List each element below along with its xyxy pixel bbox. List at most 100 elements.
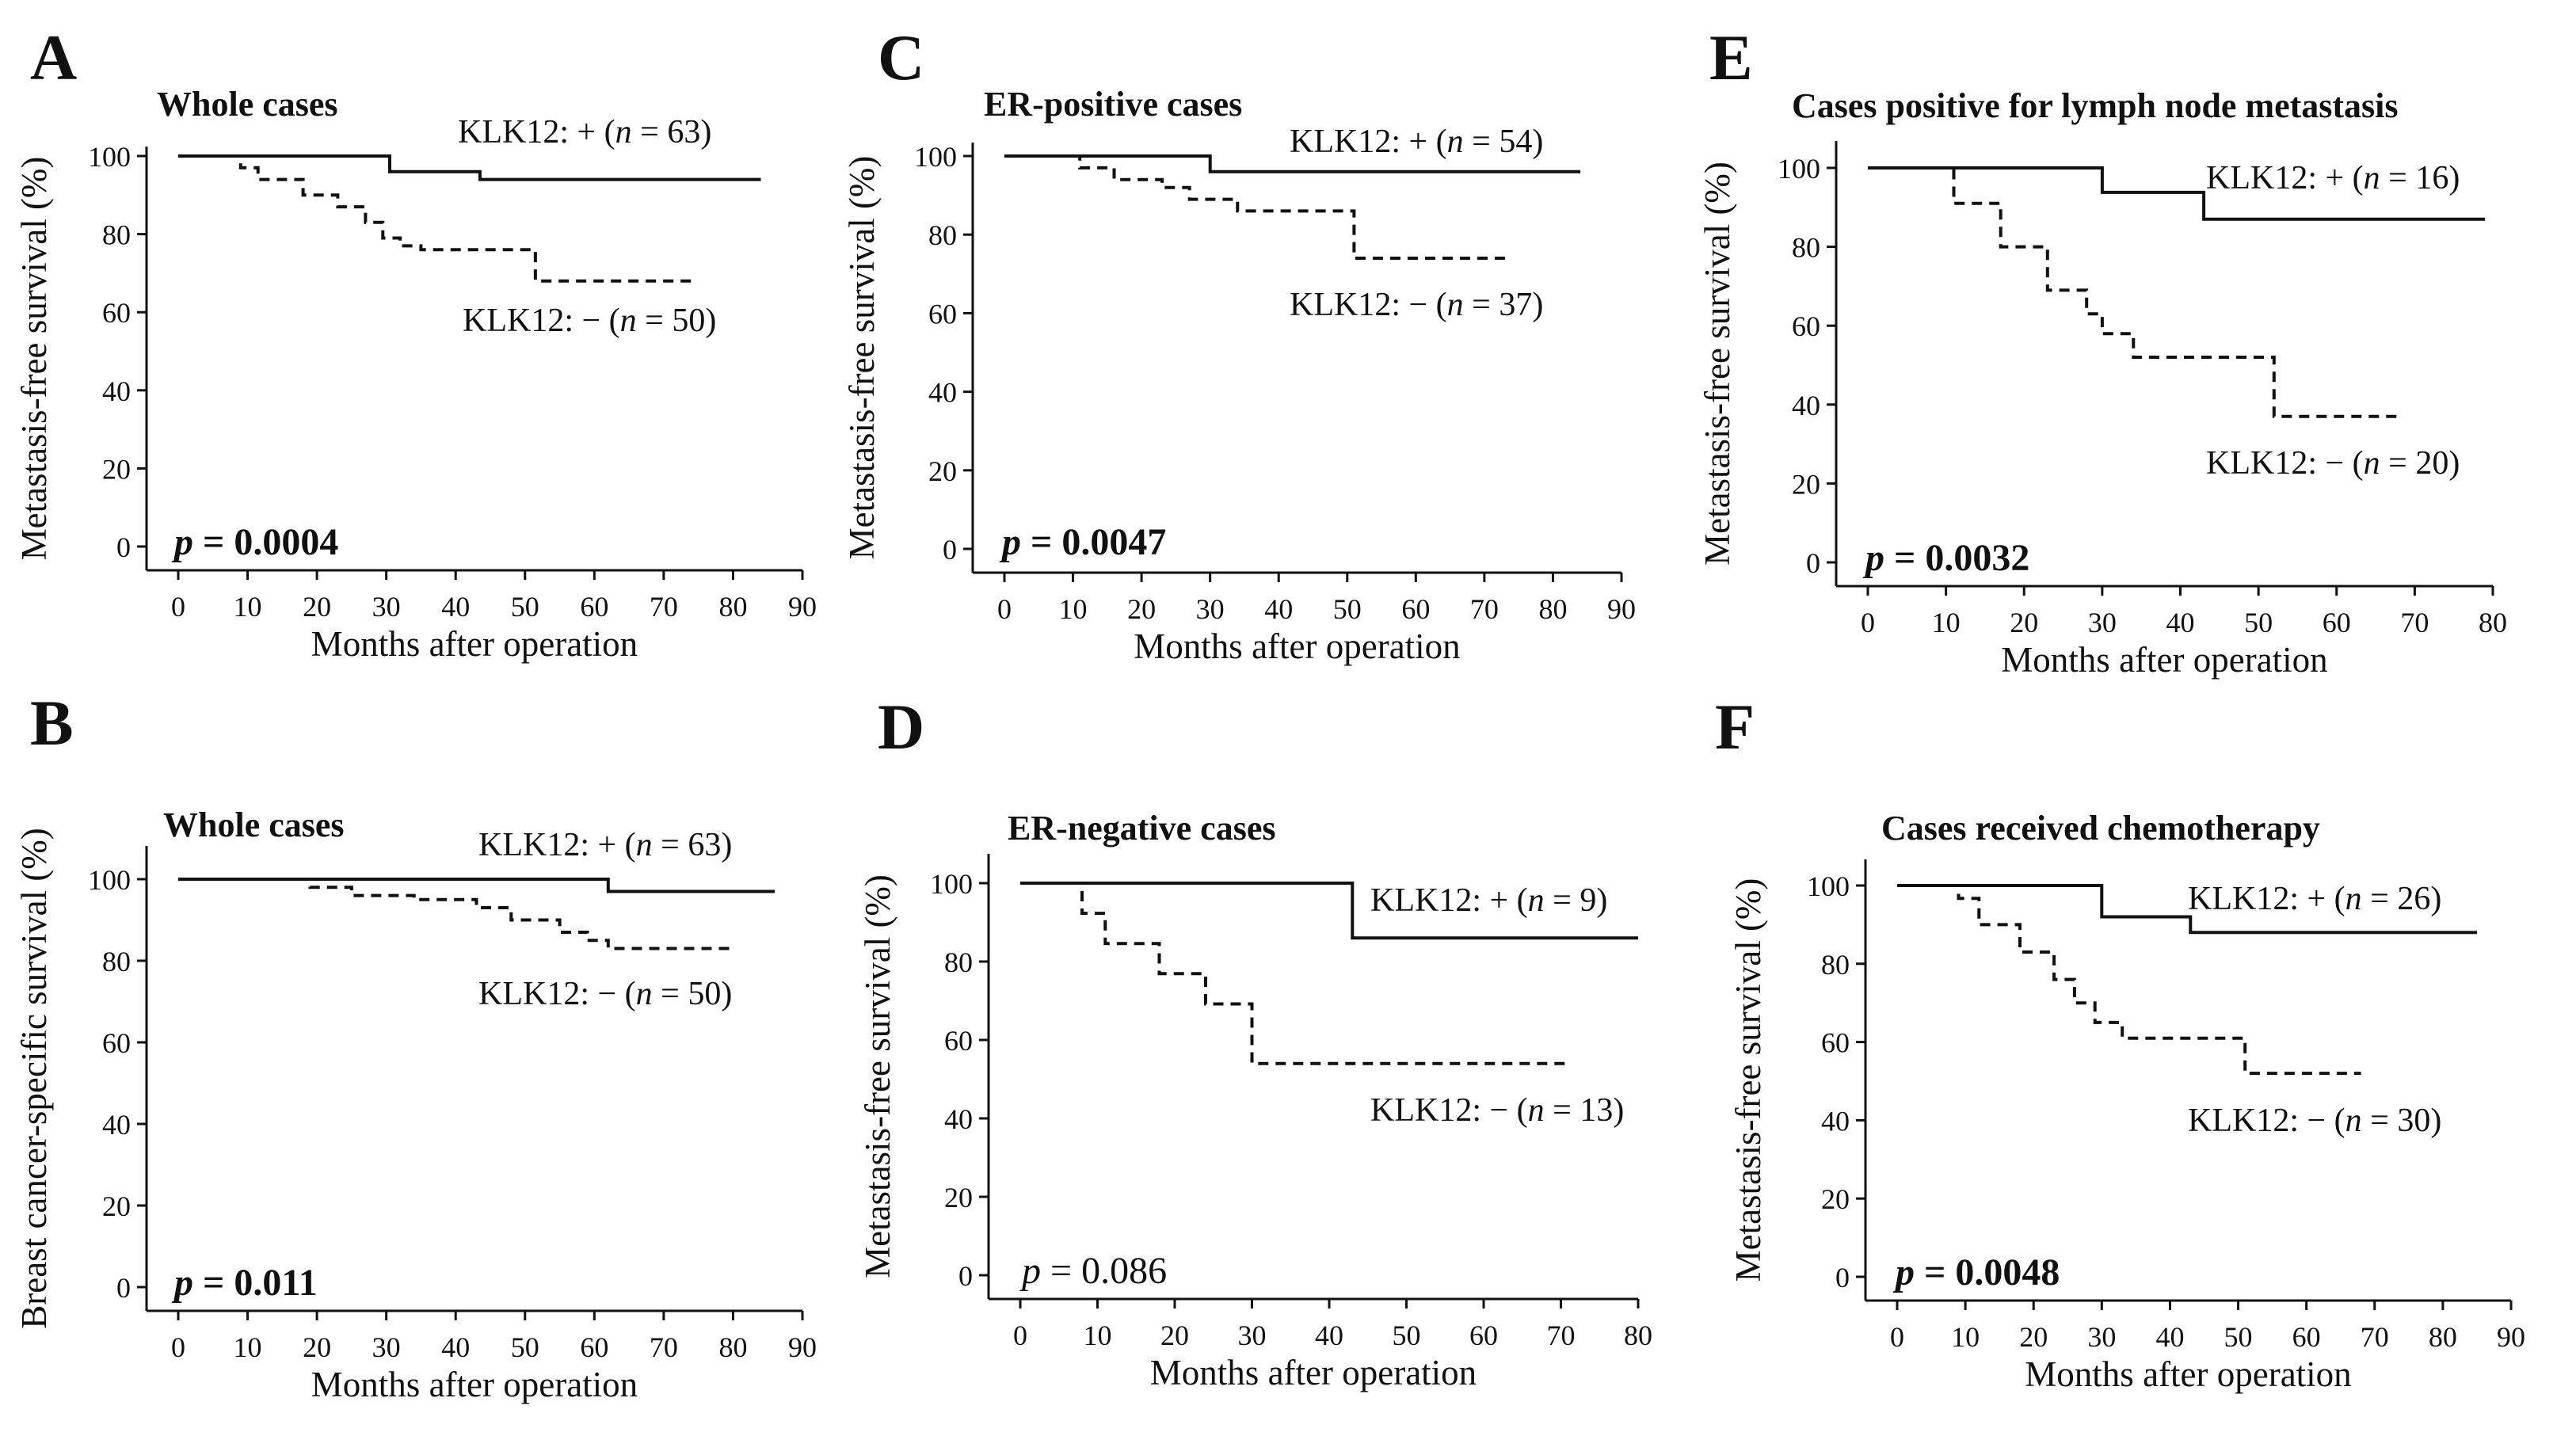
panel-d: D ER-negative cases 0 20 40 60 80 100 0 10 20 30 40 5… [858, 691, 1652, 1392]
klk12-positive-curve [1020, 882, 1638, 940]
y-tick-label: 40 [1821, 1105, 1850, 1137]
x-tick-label: 30 [1196, 593, 1225, 625]
legend-negative: KLK12: − (n = 13) [1370, 1092, 1624, 1129]
panel-b: B Whole cases 0 20 40 60 80 100 0 10 20 30 40 50 60 70 8… [14, 687, 817, 1404]
y-tick-label: 20 [928, 455, 957, 487]
panel-letter: B [30, 687, 74, 759]
x-axis-title: Months after operation [1150, 1353, 1477, 1392]
klk12-negative-curve [1868, 166, 2399, 418]
panel-letter: F [1715, 691, 1755, 763]
y-axis-title: Metastasis-free survival (%) [842, 156, 882, 560]
panel-letter: D [878, 691, 924, 763]
x-tick-label: 30 [2088, 607, 2117, 638]
y-axis-title: Metastasis-free survival (%) [858, 874, 897, 1278]
y-tick-label: 100 [1807, 870, 1850, 902]
x-tick-label: 20 [1127, 593, 1156, 625]
x-tick-label: 60 [1469, 1320, 1498, 1351]
x-tick-label: 40 [2155, 1321, 2184, 1353]
x-tick-label: 80 [1538, 593, 1567, 625]
y-tick-label: 60 [1821, 1027, 1850, 1059]
y-tick-label: 100 [88, 141, 131, 173]
panel-title: ER-positive cases [984, 85, 1242, 124]
y-tick-label: 20 [1821, 1183, 1850, 1215]
x-tick-label: 10 [1932, 607, 1961, 638]
y-tick-label: 20 [944, 1182, 973, 1213]
y-axis-title: Metastasis-free survival (%) [14, 157, 54, 561]
y-tick-label: 0 [116, 1272, 131, 1304]
x-tick-label: 0 [1861, 607, 1875, 638]
panel-letter: E [1709, 21, 1753, 93]
x-tick-label: 30 [372, 591, 401, 623]
panel-c: C ER-positive cases 0 20 40 60 80 100 0 10 20 30 40 5… [842, 21, 1636, 666]
y-tick-label: 60 [1792, 310, 1820, 342]
p-value: p = 0.086 [1019, 1250, 1167, 1292]
p-value: p = 0.0048 [1892, 1251, 2060, 1293]
klk12-positive-curve [178, 154, 761, 181]
x-tick-label: 20 [1160, 1320, 1189, 1351]
x-tick-label: 70 [1547, 1320, 1576, 1351]
x-tick-label: 80 [718, 1331, 747, 1363]
p-value: p = 0.0032 [1862, 537, 2029, 579]
panel-title: Whole cases [157, 85, 338, 124]
x-tick-label: 90 [1607, 593, 1636, 625]
y-axis-title: Metastasis-free survival (%) [1728, 878, 1768, 1282]
y-tick-label: 60 [928, 298, 957, 329]
x-tick-label: 20 [2010, 607, 2038, 638]
y-tick-label: 100 [1778, 153, 1820, 185]
klk12-negative-curve [1020, 882, 1569, 1065]
x-tick-label: 50 [511, 591, 539, 623]
panel-title: Whole cases [163, 806, 345, 844]
legend-positive: KLK12: + (n = 9) [1370, 882, 1607, 919]
y-tick-label: 40 [102, 1109, 131, 1141]
y-tick-label: 60 [944, 1025, 973, 1057]
y-tick-label: 0 [943, 534, 957, 566]
x-axis-title: Months after operation [2025, 1354, 2351, 1394]
x-tick-label: 50 [2224, 1321, 2253, 1353]
y-tick-label: 0 [116, 531, 131, 563]
y-tick-label: 40 [928, 377, 957, 409]
klk12-negative-curve [1004, 154, 1505, 260]
panel-title: ER-negative cases [1008, 809, 1276, 848]
klk12-negative-curve [178, 154, 692, 283]
y-tick-label: 40 [102, 375, 131, 407]
x-tick-label: 50 [1393, 1320, 1421, 1351]
y-tick-label: 20 [1792, 468, 1820, 500]
x-tick-label: 10 [1951, 1321, 1980, 1353]
klk12-positive-curve [1004, 154, 1581, 173]
legend-negative: KLK12: − (n = 20) [2206, 445, 2460, 482]
x-tick-label: 40 [2166, 607, 2195, 638]
x-tick-label: 80 [718, 591, 747, 623]
panel-a: A Whole cases 0 20 40 60 80 100 0 10 20 30 40 50 60 70 8… [14, 21, 817, 664]
klk12-negative-curve [178, 878, 734, 950]
x-tick-label: 60 [580, 591, 608, 623]
p-value: p = 0.011 [171, 1262, 318, 1304]
x-tick-label: 50 [2244, 607, 2273, 638]
x-tick-label: 60 [2292, 1321, 2321, 1353]
y-tick-label: 100 [930, 868, 973, 900]
panel-e: E Cases positive for lymph node metastasi… [1698, 21, 2507, 680]
y-tick-label: 0 [958, 1260, 973, 1292]
y-tick-label: 100 [914, 141, 957, 173]
y-axis-title: Metastasis-free survival (%) [1698, 162, 1737, 566]
y-tick-label: 80 [102, 946, 131, 977]
x-tick-label: 0 [171, 1331, 185, 1363]
legend-negative: KLK12: − (n = 30) [2188, 1103, 2441, 1139]
p-value: p = 0.0047 [999, 521, 1166, 563]
x-tick-label: 20 [303, 591, 331, 623]
legend-positive: KLK12: + (n = 63) [478, 827, 732, 863]
x-tick-label: 70 [1470, 593, 1499, 625]
y-tick-label: 0 [1835, 1262, 1850, 1293]
y-tick-label: 40 [1792, 390, 1820, 421]
x-tick-label: 70 [2361, 1321, 2389, 1353]
klk12-positive-curve [178, 878, 775, 893]
y-tick-label: 80 [944, 947, 973, 978]
y-axis-title: Breast cancer-specific survival (%) [14, 828, 54, 1329]
legend-positive: KLK12: + (n = 54) [1290, 124, 1543, 160]
x-tick-label: 40 [441, 1331, 470, 1363]
x-tick-label: 60 [2323, 607, 2351, 638]
panel-title: Cases received chemotherapy [1881, 809, 2320, 848]
x-tick-label: 20 [2019, 1321, 2048, 1353]
x-tick-label: 90 [788, 1331, 817, 1363]
x-tick-label: 30 [372, 1331, 401, 1363]
